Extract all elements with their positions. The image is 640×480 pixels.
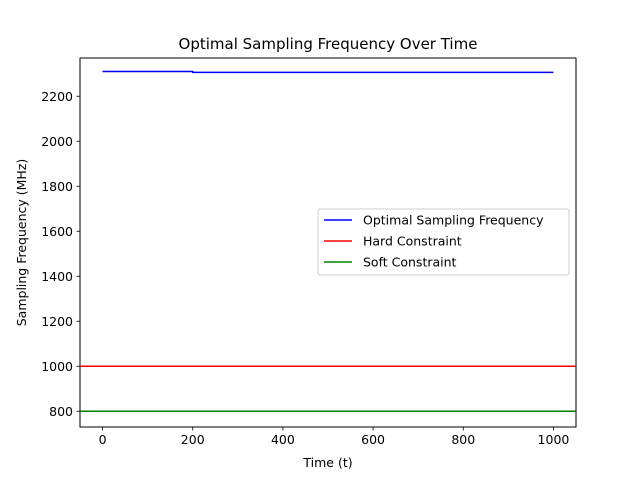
x-tick-label: 200 — [181, 432, 205, 447]
x-tick-label: 800 — [451, 432, 475, 447]
x-axis-ticks: 0 200 400 600 800 1000 — [99, 427, 570, 447]
y-tick-label: 1400 — [41, 269, 73, 284]
plot-layer — [80, 70, 576, 412]
y-tick-label: 1200 — [41, 314, 73, 329]
y-axis-label: Sampling Frequency (MHz) — [14, 159, 29, 327]
x-axis-label: Time (t) — [302, 455, 352, 470]
legend: Optimal Sampling Frequency Hard Constrain… — [317, 208, 570, 276]
legend-label-0: Optimal Sampling Frequency — [363, 213, 544, 228]
y-tick-label: 1800 — [41, 179, 73, 194]
plot-frame — [79, 57, 577, 428]
y-tick-label: 800 — [49, 404, 73, 419]
chart-title: Optimal Sampling Frequency Over Time — [179, 35, 478, 53]
y-tick-label: 1000 — [41, 359, 73, 374]
x-tick-label: 0 — [99, 432, 107, 447]
y-tick-label: 2000 — [41, 134, 73, 149]
y-axis-ticks: 800 1000 1200 1400 1600 1800 2000 2200 — [41, 89, 80, 419]
x-tick-label: 600 — [361, 432, 385, 447]
y-tick-label: 1600 — [41, 224, 73, 239]
legend-label-2: Soft Constraint — [363, 255, 457, 270]
y-tick-label: 2200 — [41, 89, 73, 104]
legend-label-1: Hard Constraint — [363, 234, 462, 249]
x-tick-label: 1000 — [538, 432, 570, 447]
legend-box — [317, 208, 570, 276]
x-tick-label: 400 — [271, 432, 295, 447]
series-line-0 — [102, 70, 554, 74]
